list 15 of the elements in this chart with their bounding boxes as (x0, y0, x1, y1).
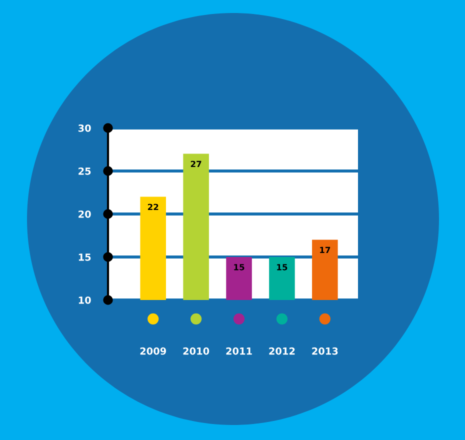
y-tick-label: 10 (78, 296, 91, 304)
x-tick-label: 2010 (183, 347, 210, 355)
data-label: 15 (234, 264, 244, 270)
x-tick-label: 2009 (140, 347, 166, 355)
data-label: 27 (190, 160, 202, 168)
x-tick-label: 2011 (226, 347, 252, 355)
y-tick-label: 30 (78, 124, 91, 132)
y-tick-label: 25 (78, 167, 91, 175)
x-tick-label: 2012 (269, 347, 295, 355)
data-label: 22 (148, 204, 158, 210)
data-label: 17 (320, 246, 330, 254)
data-label: 15 (277, 264, 288, 270)
x-tick-label: 2013 (312, 347, 338, 355)
y-tick-label: 15 (78, 254, 91, 261)
y-tick-label: 20 (78, 210, 91, 218)
